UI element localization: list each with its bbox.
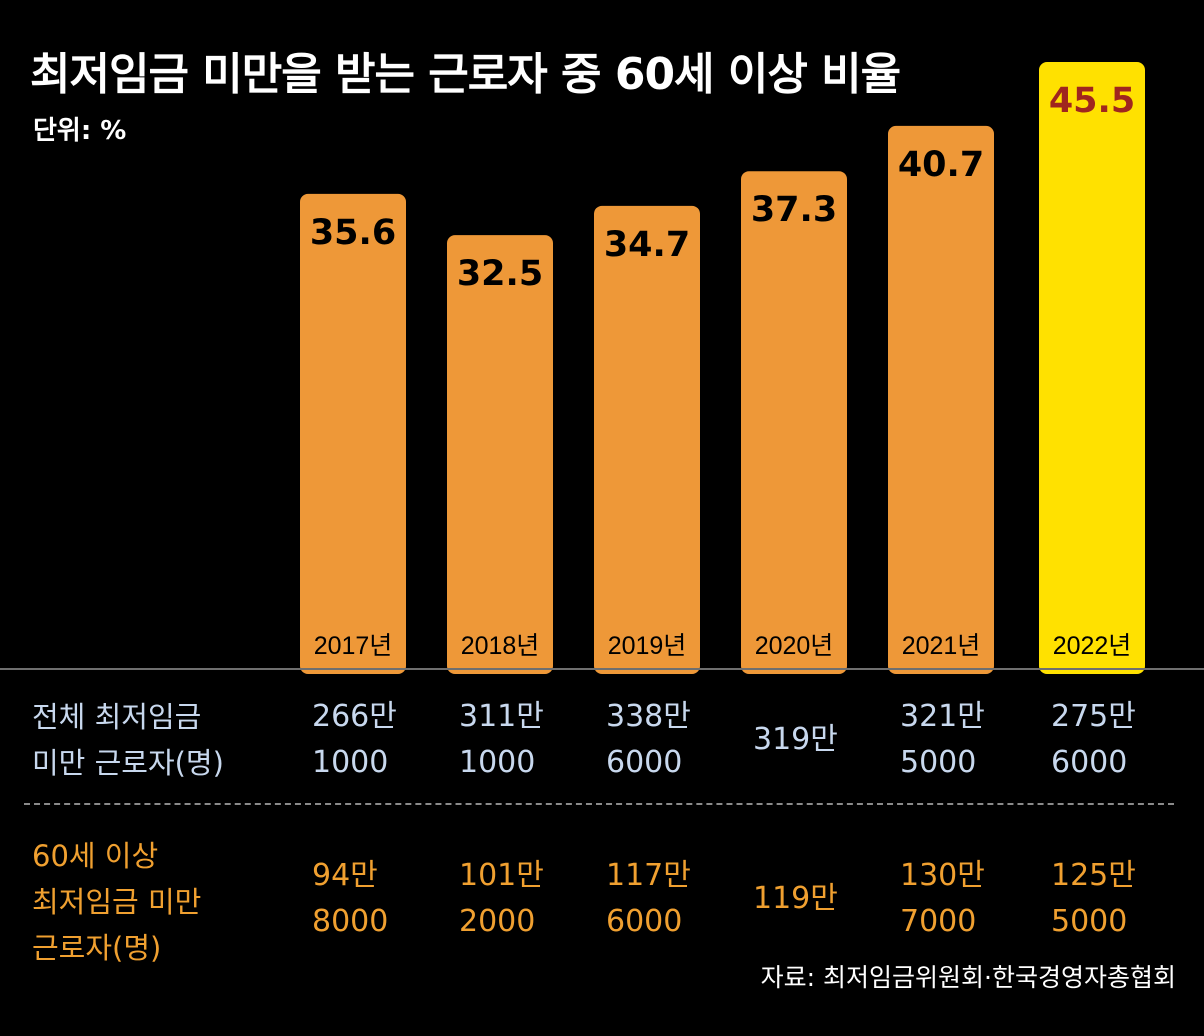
cell-line: 5000: [900, 745, 977, 780]
cell-line: 321만: [900, 699, 985, 734]
total-cell-2021년: 321만 5000: [900, 694, 1050, 786]
cell-line: 1000: [459, 745, 536, 780]
senior-row-label-line-1: 60세 이상: [32, 839, 159, 873]
senior-cell-2019년: 117만 6000: [606, 853, 756, 945]
total-workers-row-label: 전체 최저임금 미만 근로자(명): [32, 694, 224, 786]
cell-line: 311만: [459, 699, 544, 734]
senior-workers-row-label: 60세 이상 최저임금 미만 근로자(명): [32, 833, 201, 971]
bar-category-label: 2020년: [755, 632, 834, 660]
cell-line: 8000: [312, 904, 389, 939]
cell-line: 275만: [1051, 699, 1136, 734]
cell-line: 5000: [1051, 904, 1128, 939]
cell-line: 117만: [606, 858, 691, 893]
cell-line: 119만: [753, 881, 838, 916]
cell-line: 6000: [1051, 745, 1128, 780]
bar-2022년: [1039, 62, 1145, 674]
chart-title: 최저임금 미만을 받는 근로자 중 60세 이상 비율: [30, 49, 901, 100]
senior-row-label-line-3: 근로자(명): [32, 931, 162, 965]
chart-baseline: [0, 668, 1204, 670]
bar-category-label: 2019년: [608, 632, 687, 660]
row-divider: [24, 803, 1174, 805]
cell-line: 1000: [312, 745, 389, 780]
cell-line: 6000: [606, 904, 683, 939]
bar-category-label: 2018년: [461, 632, 540, 660]
cell-line: 101만: [459, 858, 544, 893]
senior-cell-2017년: 94만 8000: [312, 853, 462, 945]
cell-line: 2000: [459, 904, 536, 939]
total-cell-2020년: 319만: [753, 717, 903, 763]
bar-2020년: [741, 171, 847, 674]
senior-cell-2021년: 130만 7000: [900, 853, 1050, 945]
senior-cell-2020년: 119만: [753, 876, 903, 922]
bar-chart: 35.6 2017년 32.5 2018년 34.7 2019년 37.3 2020년 40.7…: [300, 62, 1145, 675]
bar-value-label: 45.5: [1049, 81, 1135, 121]
cell-line: 130만: [900, 858, 985, 893]
bar-category-label: 2017년: [314, 632, 393, 660]
cell-line: 6000: [606, 745, 683, 780]
total-cell-2018년: 311만 1000: [459, 694, 609, 786]
bar-value-label: 40.7: [898, 145, 984, 185]
cell-line: 338만: [606, 699, 691, 734]
total-row-label-line-1: 전체 최저임금: [32, 700, 202, 734]
cell-line: 7000: [900, 904, 977, 939]
cell-line: 94만: [312, 858, 378, 893]
bar-2021년: [888, 125, 994, 674]
bar-2019년: [594, 205, 700, 675]
source-note: 자료: 최저임금위원회·한국경영자총협회: [760, 963, 1176, 992]
bar-value-label: 35.6: [310, 213, 396, 253]
cell-line: 266만: [312, 699, 397, 734]
total-row-label-line-2: 미만 근로자(명): [32, 746, 224, 780]
bar-value-label: 34.7: [604, 225, 690, 265]
total-cell-2022년: 275만 6000: [1051, 694, 1201, 786]
cell-line: 125만: [1051, 858, 1136, 893]
senior-cell-2018년: 101만 2000: [459, 853, 609, 945]
total-cell-2019년: 338만 6000: [606, 694, 756, 786]
senior-cell-2022년: 125만 5000: [1051, 853, 1201, 945]
cell-line: 319만: [753, 722, 838, 757]
bar-2018년: [447, 235, 553, 674]
bar-category-label: 2022년: [1053, 632, 1132, 660]
bar-value-label: 37.3: [751, 190, 837, 230]
senior-row-label-line-2: 최저임금 미만: [32, 885, 202, 919]
unit-label: 단위: %: [33, 116, 127, 146]
bar-category-label: 2021년: [902, 632, 981, 660]
bar-2017년: [300, 193, 406, 674]
total-cell-2017년: 266만 1000: [312, 694, 462, 786]
bar-value-label: 32.5: [457, 254, 543, 294]
